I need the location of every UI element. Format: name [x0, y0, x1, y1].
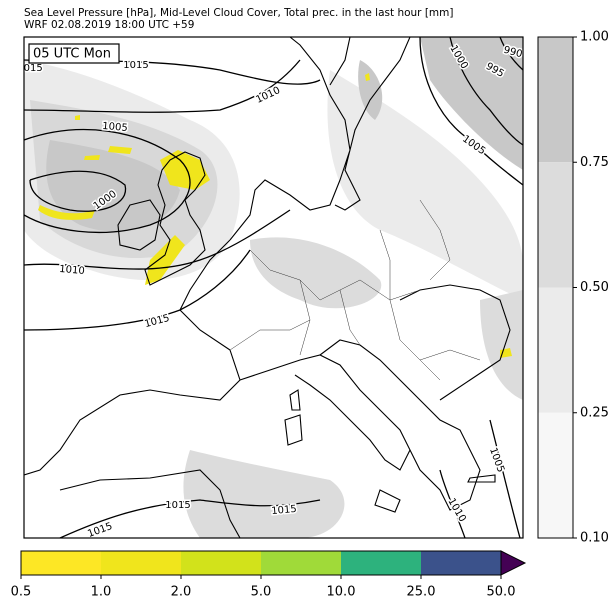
cloud-colorbar: 1.00 0.75 0.50 0.25 0.10 [537, 30, 609, 546]
borders [229, 199, 481, 381]
cloud-colorbar-tick-label: 0.10 [580, 531, 609, 546]
precip-colorbar-tick-label: 2.0 [171, 585, 192, 600]
precip-colorbar-tick-label: 0.5 [11, 585, 32, 600]
contour-label: 1015 [271, 504, 297, 517]
contour-label: 1010 [59, 264, 85, 277]
cloud-colorbar-tick-label: 0.75 [580, 155, 609, 170]
coastlines [24, 37, 511, 538]
precip-colorbar-tick-label: 10.0 [327, 585, 356, 600]
isobars [24, 37, 523, 538]
contour-label: 1015 [165, 500, 190, 511]
precip-colorbar-segment [341, 551, 422, 575]
cloud-colorbar-tick-label: 0.50 [580, 280, 609, 295]
precipitation [38, 73, 512, 358]
precip-colorbar-segment [21, 551, 102, 575]
cloud-colorbar-segment [538, 162, 573, 288]
map-frame [23, 36, 524, 539]
cloud-colorbar-segment [538, 287, 573, 413]
time-label: 05 UTC Mon [33, 47, 111, 62]
cloud-colorbar-segment [538, 37, 573, 163]
precip-colorbar-tick-label: 25.0 [407, 585, 436, 600]
precip-colorbar-tick-label: 1.0 [91, 585, 112, 600]
title-line-2: WRF 02.08.2019 18:00 UTC +59 [24, 19, 194, 31]
cloud-colorbar-tick-label: 0.25 [580, 405, 609, 420]
precip-colorbar: 0.5 1.0 2.0 5.0 10.0 25.0 50.0 [11, 550, 527, 600]
cloud-colorbar-tick-label: 1.00 [580, 30, 609, 45]
precip-colorbar-segment [261, 551, 342, 575]
title-line-1: Sea Level Pressure [hPa], Mid-Level Clou… [24, 7, 454, 19]
contour-label: 1015 [17, 63, 42, 74]
contour-label: 1015 [123, 60, 148, 71]
precip-colorbar-segment [421, 551, 502, 575]
precip-colorbar-segment [101, 551, 182, 575]
precip-colorbar-tick-label: 5.0 [251, 585, 272, 600]
contour-label: 1005 [102, 121, 128, 134]
precip-colorbar-segment [181, 551, 262, 575]
precip-colorbar-extend [500, 550, 527, 576]
contour-label: 990 [502, 45, 523, 61]
cloud-colorbar-segment [538, 412, 573, 538]
precip-colorbar-tick-label: 50.0 [487, 585, 516, 600]
